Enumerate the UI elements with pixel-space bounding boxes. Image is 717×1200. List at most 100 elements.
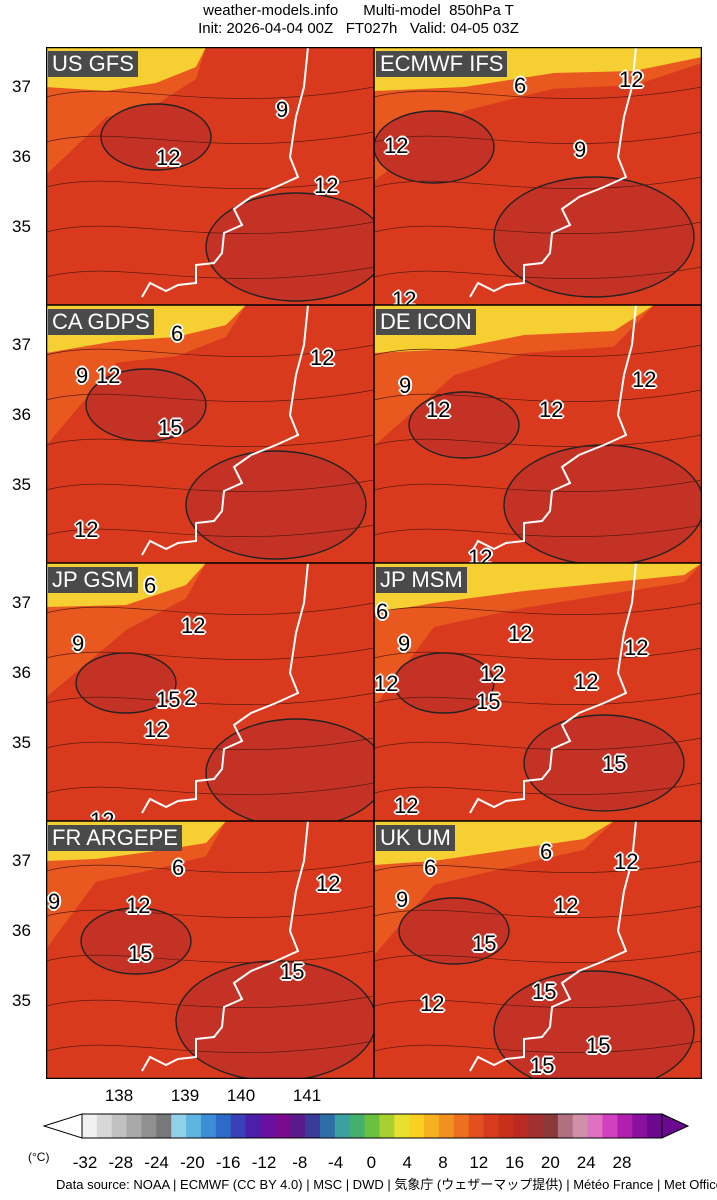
contour-label: 6	[514, 73, 527, 98]
model-name-label: CA GDPS	[48, 309, 154, 335]
contour-label: 15	[530, 1053, 555, 1078]
colorbar-tick: -8	[292, 1153, 308, 1172]
model-name-label: ECMWF IFS	[376, 51, 508, 77]
contour-label: 15	[586, 1033, 611, 1058]
contour-label: 15	[532, 979, 557, 1004]
colorbar-tick: -16	[215, 1153, 241, 1172]
contour-label: 12	[90, 808, 115, 821]
colorbar-tick: 4	[402, 1153, 412, 1172]
contour-label: 15	[156, 687, 181, 712]
data-source-credit: Data source: NOAA | ECMWF (CC BY 4.0) | …	[56, 1177, 717, 1192]
colorbar-tick: 20	[540, 1153, 560, 1172]
contour-label: 12	[144, 717, 169, 742]
colorbar-tick: -12	[251, 1153, 277, 1172]
contour-label: 12	[96, 363, 121, 388]
colorbar-tick: -4	[328, 1153, 344, 1172]
longitude-tick-140: 140	[226, 1086, 256, 1105]
valid-time: Valid: 04-05 03Z	[409, 20, 519, 37]
contour-label: 6	[171, 321, 184, 346]
temperature-field	[374, 305, 702, 563]
latitude-tick: 37	[12, 335, 31, 354]
contour-label: 6	[540, 839, 553, 864]
colorbar-tick: -32	[72, 1153, 98, 1172]
contour-label: 12	[574, 669, 599, 694]
contour-label: 9	[398, 631, 411, 656]
temperature-field	[46, 563, 374, 821]
contour-label: 6	[376, 599, 389, 624]
model-name-label: US GFS	[48, 51, 138, 77]
latitude-tick: 35	[12, 217, 31, 236]
colorbar-tick: 16	[505, 1153, 525, 1172]
contour-label: 15	[158, 415, 183, 440]
contour-label: 12	[619, 67, 644, 92]
colorbar-tick: 24	[576, 1153, 596, 1172]
latitude-tick: 36	[12, 921, 31, 940]
contour-label: 15	[602, 751, 627, 776]
temperature-field	[46, 821, 374, 1079]
contour-label: 9	[574, 137, 587, 162]
contour-label: 15	[128, 941, 153, 966]
header-line-2: Init: 2026-04-04 00Z FT027h Valid: 04-05…	[0, 20, 717, 37]
latitude-tick: 35	[12, 475, 31, 494]
temperature-field	[374, 563, 702, 821]
model-name-label: JP GSM	[48, 567, 138, 593]
colorbar-tick: -24	[144, 1153, 169, 1172]
colorbar-tick: 28	[612, 1153, 632, 1172]
contour-label: 12	[420, 991, 445, 1016]
model-name-label: JP MSM	[376, 567, 467, 593]
contour-label: 9	[276, 97, 289, 122]
contour-label: 9	[72, 631, 85, 656]
contour-label: 12	[316, 871, 341, 896]
contour-label: 12	[554, 893, 579, 918]
contour-label: 12	[468, 545, 493, 563]
longitude-tick-139: 139	[170, 1086, 200, 1105]
contour-label: 9	[396, 887, 409, 912]
latitude-tick: 35	[12, 991, 31, 1010]
contour-label: 12	[394, 793, 419, 818]
temperature-field	[374, 47, 702, 305]
header-line-1: weather-models.info Multi-model 850hPa T	[0, 2, 717, 19]
colorbar-unit: (°C)	[28, 1150, 50, 1164]
contour-label: 15	[476, 689, 501, 714]
colorbar-tick: 0	[366, 1153, 377, 1172]
latitude-tick: 37	[12, 77, 31, 96]
contour-label: 2	[184, 685, 197, 710]
contour-label: 12	[480, 661, 505, 686]
model-name-label: UK UM	[376, 825, 455, 851]
longitude-tick-141: 141	[292, 1086, 322, 1105]
latitude-tick: 37	[12, 593, 31, 612]
colorbar-tick: -28	[108, 1153, 134, 1172]
contour-label: 12	[426, 397, 451, 422]
contour-label: 12	[181, 613, 206, 638]
contour-label: 12	[374, 671, 399, 696]
forecast-hour: FT027h	[345, 20, 398, 37]
model-panel: 6 6 12 9 12 15 15 12 15 15 UK UM	[374, 821, 702, 1079]
contour-label: 6	[144, 573, 157, 598]
model-panel: 6 12 9 12 12 ECMWF IFS	[374, 47, 702, 305]
colorbar-tick: 8	[438, 1153, 448, 1172]
contour-label: 12	[614, 849, 639, 874]
model-panel: 6 9 12 12 12 12 12 15 15 12 JP MSM	[374, 563, 702, 821]
contour-label: 15	[280, 959, 305, 984]
model-name-label: FR ARGEPE	[48, 825, 182, 851]
init-time: Init: 2026-04-04 00Z	[198, 20, 334, 37]
model-panel: 6 9 12 15 2 12 12 JP GSM	[46, 563, 374, 821]
latitude-tick: 36	[12, 663, 31, 682]
contour-label: 12	[156, 145, 181, 170]
model-panel: 9 12 12 12 12 DE ICON	[374, 305, 702, 563]
latitude-tick: 36	[12, 147, 31, 166]
contour-label: 12	[539, 397, 564, 422]
model-panel: 6 9 12 12 15 15 FR ARGEPE	[46, 821, 374, 1079]
contour-label: 9	[399, 373, 412, 398]
contour-label: 12	[74, 517, 99, 542]
latitude-tick: 37	[12, 851, 31, 870]
model-panel: 6 9 12 12 15 12 CA GDPS	[46, 305, 374, 563]
colorbar-tick: 12	[469, 1153, 489, 1172]
site-name: weather-models.info	[203, 2, 339, 19]
contour-label: 12	[624, 635, 649, 660]
contour-label: 12	[508, 621, 533, 646]
colorbar	[42, 1112, 690, 1140]
model-panel-grid: 9 12 12 US GFS 6 12 9 12 12 ECMWF IFS 6 9 12 12 15 12 CA…	[46, 47, 702, 1079]
contour-label: 12	[392, 287, 417, 305]
contour-label: 12	[310, 345, 335, 370]
